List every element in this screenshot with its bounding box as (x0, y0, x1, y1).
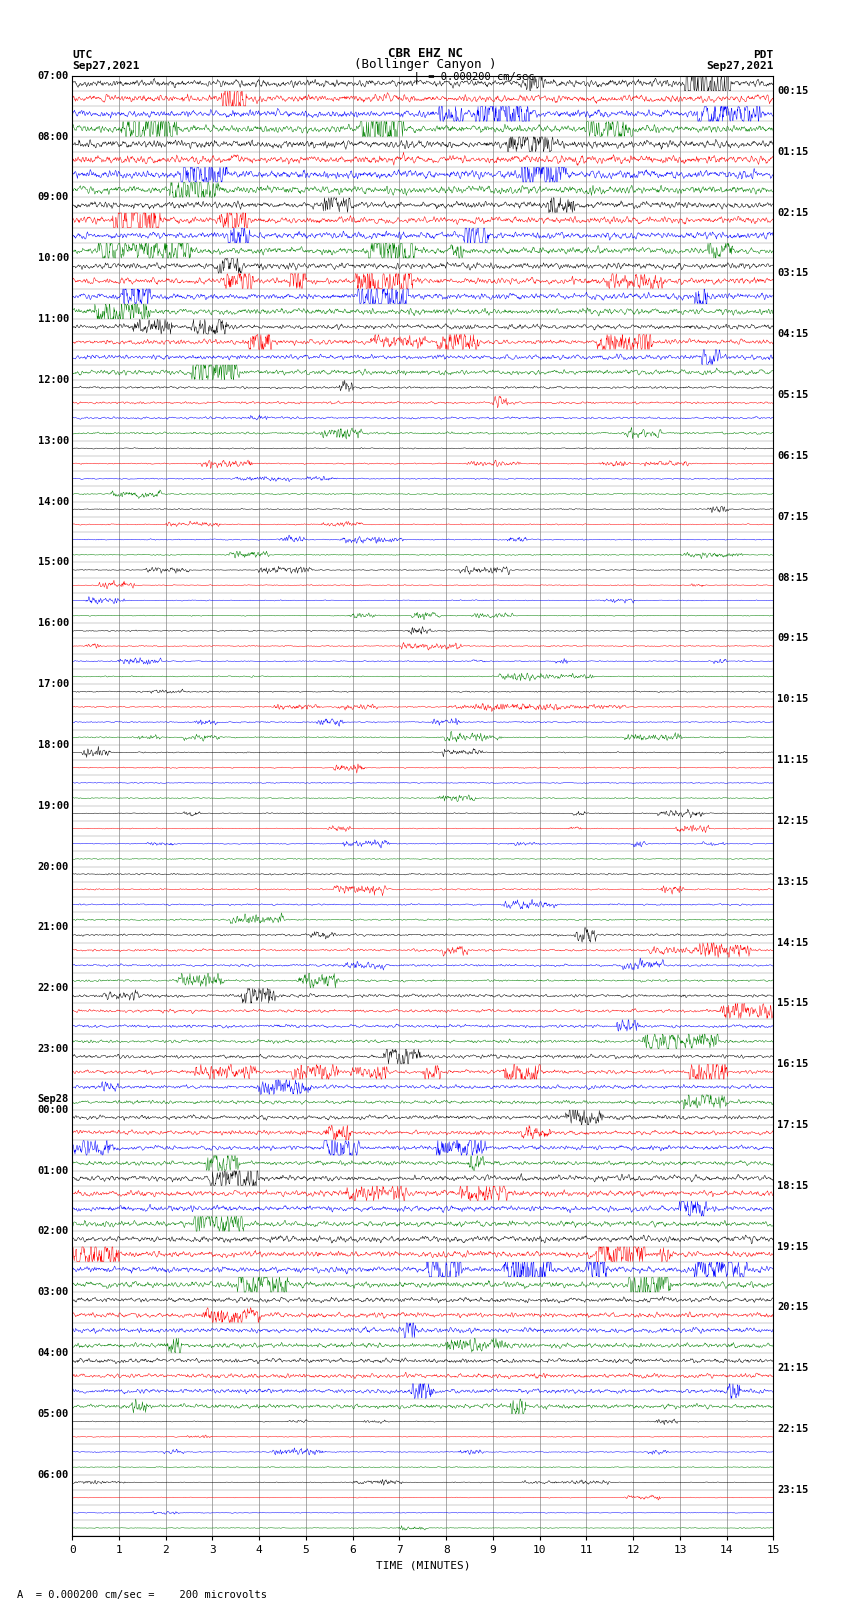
Text: 20:15: 20:15 (777, 1302, 808, 1313)
Text: 21:00: 21:00 (37, 923, 69, 932)
Text: 14:00: 14:00 (37, 497, 69, 506)
Text: 20:00: 20:00 (37, 861, 69, 871)
Text: 08:15: 08:15 (777, 573, 808, 582)
Text: 17:00: 17:00 (37, 679, 69, 689)
Text: 17:15: 17:15 (777, 1119, 808, 1131)
Text: 00:15: 00:15 (777, 85, 808, 97)
Text: 18:00: 18:00 (37, 740, 69, 750)
Text: 19:00: 19:00 (37, 800, 69, 811)
Text: 07:00: 07:00 (37, 71, 69, 81)
Text: 10:00: 10:00 (37, 253, 69, 263)
Text: 14:15: 14:15 (777, 937, 808, 947)
Text: Sep28: Sep28 (37, 1094, 69, 1103)
Text: 01:00: 01:00 (37, 1166, 69, 1176)
Text: 22:15: 22:15 (777, 1424, 808, 1434)
Text: 12:15: 12:15 (777, 816, 808, 826)
Text: 16:00: 16:00 (37, 618, 69, 627)
Text: 02:00: 02:00 (37, 1226, 69, 1237)
Text: 11:15: 11:15 (777, 755, 808, 765)
Text: A  = 0.000200 cm/sec =    200 microvolts: A = 0.000200 cm/sec = 200 microvolts (17, 1590, 267, 1600)
Text: 15:15: 15:15 (777, 998, 808, 1008)
Text: 03:00: 03:00 (37, 1287, 69, 1297)
Text: Sep27,2021: Sep27,2021 (72, 61, 139, 71)
Text: 18:15: 18:15 (777, 1181, 808, 1190)
Text: 23:00: 23:00 (37, 1044, 69, 1053)
Text: 13:15: 13:15 (777, 877, 808, 887)
Text: = 0.000200 cm/sec: = 0.000200 cm/sec (422, 71, 534, 82)
Text: 16:15: 16:15 (777, 1060, 808, 1069)
Text: 06:00: 06:00 (37, 1469, 69, 1479)
Text: CBR EHZ NC: CBR EHZ NC (388, 47, 462, 60)
Text: 11:00: 11:00 (37, 315, 69, 324)
Text: PDT: PDT (753, 50, 774, 60)
Text: 07:15: 07:15 (777, 511, 808, 521)
Text: 10:15: 10:15 (777, 694, 808, 705)
Text: |: | (413, 71, 421, 85)
Text: 04:00: 04:00 (37, 1348, 69, 1358)
Text: 12:00: 12:00 (37, 374, 69, 386)
Text: 21:15: 21:15 (777, 1363, 808, 1373)
Text: 09:15: 09:15 (777, 634, 808, 644)
Text: 19:15: 19:15 (777, 1242, 808, 1252)
Text: 03:15: 03:15 (777, 268, 808, 279)
Text: Sep27,2021: Sep27,2021 (706, 61, 774, 71)
Text: 13:00: 13:00 (37, 436, 69, 445)
Text: 06:15: 06:15 (777, 452, 808, 461)
Text: 22:00: 22:00 (37, 984, 69, 994)
Text: 08:00: 08:00 (37, 132, 69, 142)
Text: 00:00: 00:00 (37, 1105, 69, 1115)
Text: (Bollinger Canyon ): (Bollinger Canyon ) (354, 58, 496, 71)
Text: 05:15: 05:15 (777, 390, 808, 400)
Text: 04:15: 04:15 (777, 329, 808, 339)
Text: 23:15: 23:15 (777, 1486, 808, 1495)
X-axis label: TIME (MINUTES): TIME (MINUTES) (376, 1560, 470, 1569)
Text: 01:15: 01:15 (777, 147, 808, 156)
Text: 02:15: 02:15 (777, 208, 808, 218)
Text: 15:00: 15:00 (37, 558, 69, 568)
Text: 05:00: 05:00 (37, 1408, 69, 1419)
Text: UTC: UTC (72, 50, 93, 60)
Text: 09:00: 09:00 (37, 192, 69, 203)
